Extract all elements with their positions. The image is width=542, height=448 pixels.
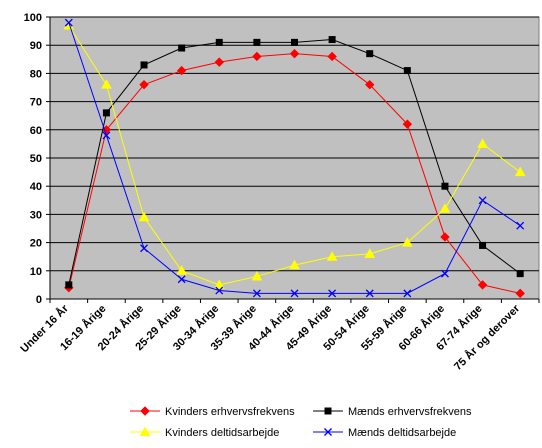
data-point [213, 279, 225, 289]
y-tick-label: 10 [30, 266, 42, 278]
data-point [364, 248, 376, 258]
data-point [440, 232, 450, 242]
data-point [478, 196, 487, 205]
legend-marker [139, 426, 151, 436]
data-point [477, 138, 488, 148]
data-point [290, 289, 299, 298]
y-tick-label: 0 [36, 294, 42, 306]
data-point [514, 166, 526, 177]
data-point [176, 265, 188, 275]
data-point [289, 48, 300, 59]
legend-label: Kvinders deltidsarbejde [165, 427, 279, 439]
data-point [102, 131, 111, 140]
series-1 [65, 36, 524, 289]
data-point [64, 18, 73, 27]
data-point [215, 286, 224, 295]
y-tick-label: 40 [30, 181, 42, 193]
y-tick-label: 100 [24, 12, 42, 24]
axes [49, 17, 539, 300]
data-point [403, 289, 412, 298]
legend-marker [324, 428, 332, 436]
data-point [515, 288, 525, 299]
data-point [252, 51, 262, 62]
data-point [441, 182, 449, 190]
data-point [138, 211, 150, 222]
y-tick-label: 70 [30, 97, 42, 109]
legend-marker [140, 406, 150, 416]
data-point [441, 269, 449, 278]
data-point [102, 109, 110, 117]
legend-item: Mænds deltidsarbejde [313, 427, 456, 439]
data-point [365, 289, 374, 298]
data-point [366, 50, 374, 58]
legend-label: Mænds erhvervsfrekvens [348, 406, 472, 418]
data-point [65, 281, 73, 289]
data-point [326, 251, 338, 261]
series-3 [64, 18, 525, 298]
legend-item: Kvinders deltidsarbejde [130, 426, 279, 439]
legend-item: Mænds erhvervsfrekvens [313, 406, 472, 418]
data-point [251, 270, 263, 281]
data-point [214, 57, 224, 67]
y-tick-label: 90 [30, 40, 42, 52]
legend-item: Kvinders erhvervsfrekvens [130, 406, 295, 418]
data-point [140, 244, 148, 253]
data-point [328, 36, 336, 44]
series-2 [63, 19, 526, 289]
data-point [253, 38, 261, 46]
y-tick-label: 60 [30, 125, 42, 137]
data-point [140, 61, 148, 69]
data-point [289, 259, 300, 270]
legend-marker [324, 407, 332, 415]
data-point [516, 221, 525, 230]
data-point [176, 65, 187, 76]
data-point [139, 79, 149, 90]
data-point [178, 44, 186, 52]
data-point [439, 203, 451, 213]
y-tick-label: 80 [30, 68, 42, 80]
y-tick-label: 20 [30, 238, 42, 250]
data-point [516, 270, 524, 278]
y-tick-labels: 0 10 20 30 40 50 60 70 80 90 100 [24, 12, 42, 306]
data-point [365, 79, 375, 90]
data-point [477, 280, 488, 290]
data-point [177, 275, 186, 284]
legend-label: Kvinders erhvervsfrekvens [165, 406, 295, 418]
legend: Kvinders erhvervsfrekvens Mænds erhvervsf… [130, 406, 472, 439]
y-tick-label: 30 [30, 209, 42, 221]
data-point [401, 237, 413, 247]
data-point [479, 241, 487, 249]
data-point [291, 38, 298, 46]
x-tick-label: 75 År og derover [451, 301, 523, 373]
data-point [327, 51, 337, 62]
data-point [101, 79, 112, 89]
data-point [403, 67, 411, 75]
series-lines [63, 18, 526, 299]
legend-label: Mænds deltidsarbejde [348, 427, 456, 439]
data-point [215, 38, 223, 46]
data-point [252, 289, 261, 298]
data-point [328, 289, 337, 298]
y-tick-label: 50 [30, 153, 42, 165]
data-point [402, 119, 413, 129]
